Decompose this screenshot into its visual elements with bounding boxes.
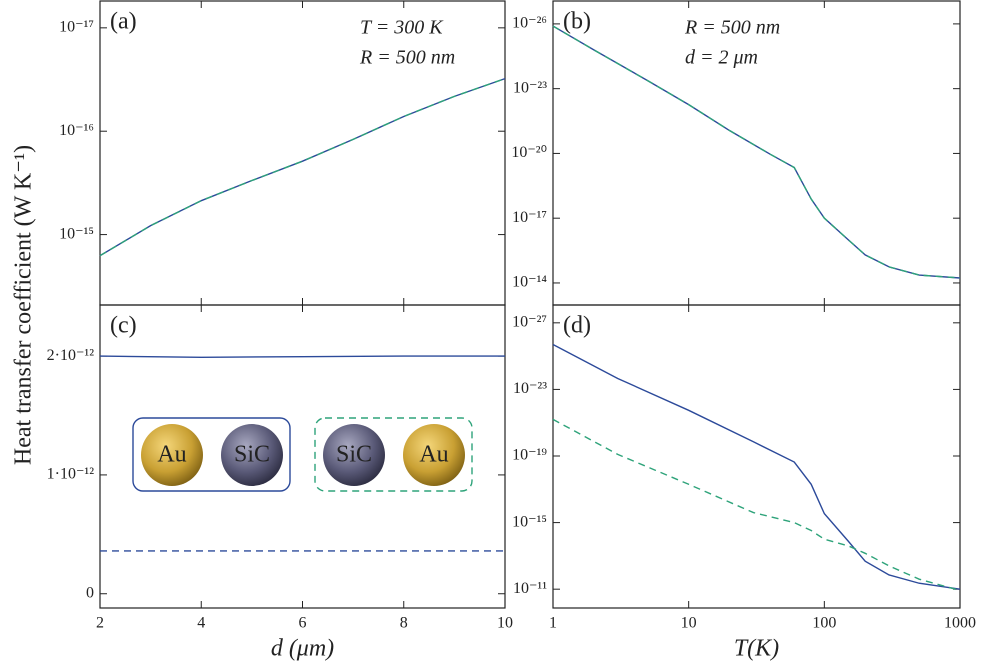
panel-label: (d)	[563, 313, 591, 339]
y-tick-label: 10⁻¹⁵	[512, 513, 547, 530]
x-tick-label: 100	[812, 615, 836, 632]
panel-label: (c)	[110, 313, 137, 339]
data-line	[99, 355, 505, 358]
x-axis-label: d (μm)	[271, 636, 334, 662]
x-tick-label: 8	[400, 615, 408, 632]
panel-label: (b)	[563, 9, 591, 35]
inset-box	[132, 417, 291, 492]
x-tick-label: 1	[549, 615, 557, 632]
y-axis-label: Heat transfer coefficient (W K⁻¹)	[11, 145, 37, 465]
data-line	[552, 25, 961, 279]
annotation: R = 500 nm	[359, 47, 455, 69]
y-tick-label: 10⁻¹⁴	[512, 274, 547, 291]
y-tick-label: 10⁻¹⁹	[512, 447, 547, 464]
sphere-label: SiC	[336, 442, 372, 468]
x-tick-label: 2	[96, 615, 104, 632]
plot-frame	[552, 304, 961, 609]
y-tick-label: 10⁻²⁶	[512, 15, 547, 32]
x-tick-label: 10	[497, 615, 513, 632]
y-tick-label: 10⁻²³	[513, 380, 547, 397]
annotation: T = 300 K	[360, 17, 444, 39]
sphere-label: Au	[157, 442, 186, 468]
y-tick-label: 10⁻¹⁷	[512, 209, 547, 226]
sphere-label: Au	[419, 442, 448, 468]
panel-label: (a)	[110, 9, 137, 35]
y-tick-label: 10⁻¹⁵	[59, 225, 94, 242]
y-tick-label: 10⁻¹⁷	[59, 19, 94, 36]
y-tick-label: 10⁻²³	[513, 79, 547, 96]
x-tick-label: 4	[197, 615, 205, 632]
y-tick-label: 10⁻²⁰	[511, 144, 547, 161]
sphere-label: SiC	[234, 442, 270, 468]
y-tick-label: 10⁻¹⁶	[59, 122, 94, 139]
inset-box	[314, 417, 473, 492]
y-tick-label: 2·10⁻¹²	[47, 347, 95, 364]
sphere	[221, 424, 283, 486]
x-tick-label: 1000	[944, 615, 976, 632]
data-line	[99, 77, 506, 257]
sphere	[141, 424, 203, 486]
y-tick-label: 10⁻²⁷	[512, 313, 547, 330]
x-tick-label: 6	[299, 615, 307, 632]
y-tick-label: 1·10⁻¹²	[47, 466, 95, 483]
data-line	[552, 418, 961, 592]
x-tick-label: 10	[681, 615, 697, 632]
data-line	[99, 77, 506, 257]
x-axis-label: T(K)	[734, 636, 779, 662]
sphere	[323, 424, 385, 486]
annotation: d = 2 μm	[685, 47, 758, 69]
data-line	[552, 343, 961, 590]
sphere	[403, 424, 465, 486]
y-tick-label: 0	[86, 584, 94, 601]
y-tick-label: 10⁻¹¹	[513, 580, 547, 597]
annotation: R = 500 nm	[684, 17, 780, 39]
